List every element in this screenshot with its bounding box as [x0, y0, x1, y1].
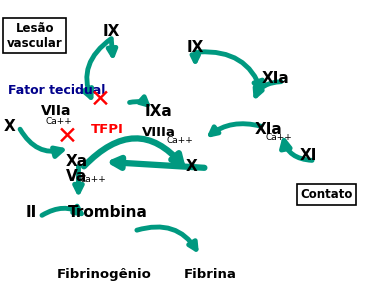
Text: Fibrinogênio: Fibrinogênio — [57, 268, 151, 281]
Text: XI: XI — [300, 148, 317, 163]
Text: X: X — [186, 159, 197, 174]
Text: Xa: Xa — [66, 154, 88, 169]
Text: Va: Va — [66, 169, 87, 184]
Text: TFPI: TFPI — [91, 123, 124, 136]
Text: ✕: ✕ — [90, 88, 111, 111]
Text: XIa: XIa — [254, 122, 282, 137]
Text: Trombina: Trombina — [68, 205, 147, 220]
Text: II: II — [26, 205, 36, 220]
Text: Ca++: Ca++ — [80, 175, 107, 184]
Text: IX: IX — [187, 40, 204, 55]
Text: Fator tecidual: Fator tecidual — [8, 84, 105, 97]
Text: Ca++: Ca++ — [46, 117, 73, 126]
Text: ✕: ✕ — [57, 125, 78, 148]
Text: Lesão
vascular: Lesão vascular — [7, 22, 62, 50]
Text: IX: IX — [103, 24, 120, 39]
Text: Ca++: Ca++ — [266, 133, 293, 142]
Text: IXa: IXa — [145, 104, 173, 119]
Text: VIIa: VIIa — [41, 104, 72, 119]
Text: VIIIa: VIIIa — [142, 126, 176, 139]
Text: Ca++: Ca++ — [166, 136, 193, 145]
Text: X: X — [3, 119, 15, 134]
Text: Fibrina: Fibrina — [184, 268, 236, 281]
Text: XIa: XIa — [262, 71, 289, 86]
Text: Contato: Contato — [300, 188, 353, 201]
